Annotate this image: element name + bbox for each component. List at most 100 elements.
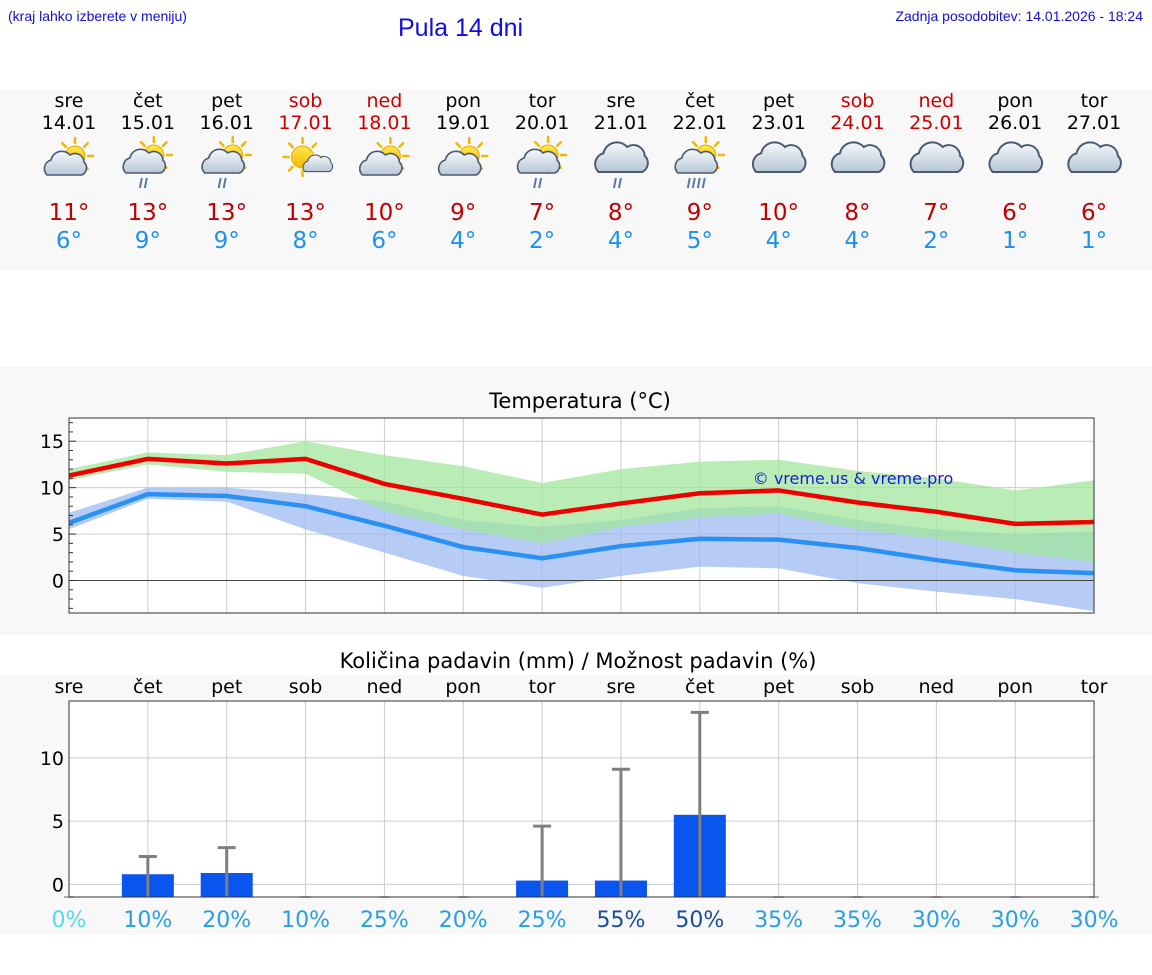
forecast-date: 14.01 [42, 112, 96, 134]
rain-drop [612, 177, 617, 189]
precipitation-chance: 25% [518, 908, 567, 933]
forecast-date: 20.01 [515, 112, 569, 134]
sun-ray [477, 142, 484, 149]
watermark: © vreme.us & vreme.pro [753, 469, 954, 488]
cloud-icon [1067, 141, 1122, 173]
cloud-shape [830, 141, 886, 173]
precip-day-label: sre [55, 676, 84, 698]
cloud-rain-icon [594, 141, 649, 189]
sun-ray [287, 142, 294, 149]
sun-ray [240, 141, 247, 148]
forecast-min-temp: 6° [371, 228, 397, 254]
precipitation-chance: 10% [281, 908, 330, 933]
precip-day-label: tor [1081, 676, 1108, 698]
precipitation-tick-label: 0 [52, 874, 64, 896]
precipitation-chance: 30% [912, 908, 961, 933]
rain-drop [533, 177, 538, 189]
cloud-shape [43, 150, 88, 176]
precipitation-chance: 0% [52, 908, 87, 933]
cloud-shape [909, 141, 965, 173]
precip-day-label: ned [367, 676, 403, 698]
cloud-body [122, 148, 167, 174]
forecast-date: 21.01 [594, 112, 648, 134]
forecast-max-temp: 9° [687, 200, 713, 226]
rain-drop [617, 177, 622, 189]
cloud-shape [302, 154, 334, 173]
cloud-shape [1067, 141, 1122, 173]
precipitation-chance: 10% [123, 908, 172, 933]
cloud-icon [830, 141, 886, 173]
region-hint: (kraj lahko izberete v meniju) [8, 8, 187, 24]
forecast-date: 19.01 [436, 112, 490, 134]
forecast-min-temp: 1° [1081, 228, 1107, 254]
forecast-day-name: ned [918, 90, 954, 112]
sun-ray [61, 142, 68, 149]
forecast-day-name: pet [763, 90, 794, 112]
forecast-day-name: sre [55, 90, 84, 112]
precip-day-label: pon [997, 676, 1033, 698]
cloud-shape [122, 148, 167, 174]
last-updated: Zadnja posodobitev: 14.01.2026 - 18:24 [895, 8, 1143, 24]
forecast-max-temp: 7° [923, 200, 949, 226]
cloud-body [43, 150, 88, 176]
sun-small-cloud-icon [282, 136, 334, 178]
rain-drop [222, 177, 227, 189]
precip-day-label: sob [841, 676, 875, 698]
temperature-tick-label: 15 [40, 431, 64, 453]
cloud-shape [674, 148, 719, 174]
cloud-body [201, 148, 245, 174]
forecast-date: 16.01 [199, 112, 253, 134]
forecast-min-temp: 9° [214, 228, 240, 254]
sun-ray [82, 142, 89, 149]
cloud-shape [437, 150, 482, 176]
forecast-date: 26.01 [988, 112, 1042, 134]
cloud-shape [516, 148, 561, 174]
forecast-max-temp: 8° [844, 200, 870, 226]
forecast-date: 22.01 [673, 112, 727, 134]
precipitation-plot-area [69, 701, 1094, 897]
forecast-day-name: tor [1081, 90, 1108, 112]
precip-day-label: sre [606, 676, 635, 698]
forecast-day-name: sob [289, 90, 323, 112]
cloud-body [516, 148, 561, 174]
cloud-icon [909, 141, 965, 173]
forecast-day-name: sob [841, 90, 875, 112]
temperature-title: Temperatura (°C) [488, 389, 671, 413]
precipitation-chance: 50% [675, 908, 724, 933]
sun-ray [455, 142, 462, 149]
forecast-max-temp: 13° [206, 200, 247, 226]
sun-cloud-rain-icon [201, 135, 252, 189]
forecast-max-temp: 11° [49, 200, 90, 226]
forecast-day-name: ned [367, 90, 403, 112]
precipitation-chance: 30% [991, 908, 1040, 933]
forecast-date: 25.01 [909, 112, 963, 134]
sun-ray [713, 141, 720, 148]
forecast-min-temp: 6° [56, 228, 82, 254]
forecast-min-temp: 9° [135, 228, 161, 254]
precipitation-tick-label: 10 [40, 748, 64, 770]
forecast-date: 17.01 [278, 112, 332, 134]
precipitation-chance: 20% [202, 908, 251, 933]
sun-ray [691, 141, 698, 148]
precip-day-label: tor [529, 676, 556, 698]
rain-drop [143, 177, 148, 189]
forecast-max-temp: 10° [758, 200, 799, 226]
sun-cloud-rain-icon [122, 135, 174, 189]
precip-day-label: sob [289, 676, 323, 698]
cloud-body [302, 154, 334, 173]
cloud-body [674, 148, 719, 174]
sun-ray [398, 142, 405, 149]
temperature-tick-label: 10 [40, 478, 64, 500]
forecast-min-temp: 5° [687, 228, 713, 254]
max-temperature-line [69, 456, 1094, 527]
precipitation-chance: 25% [360, 908, 409, 933]
